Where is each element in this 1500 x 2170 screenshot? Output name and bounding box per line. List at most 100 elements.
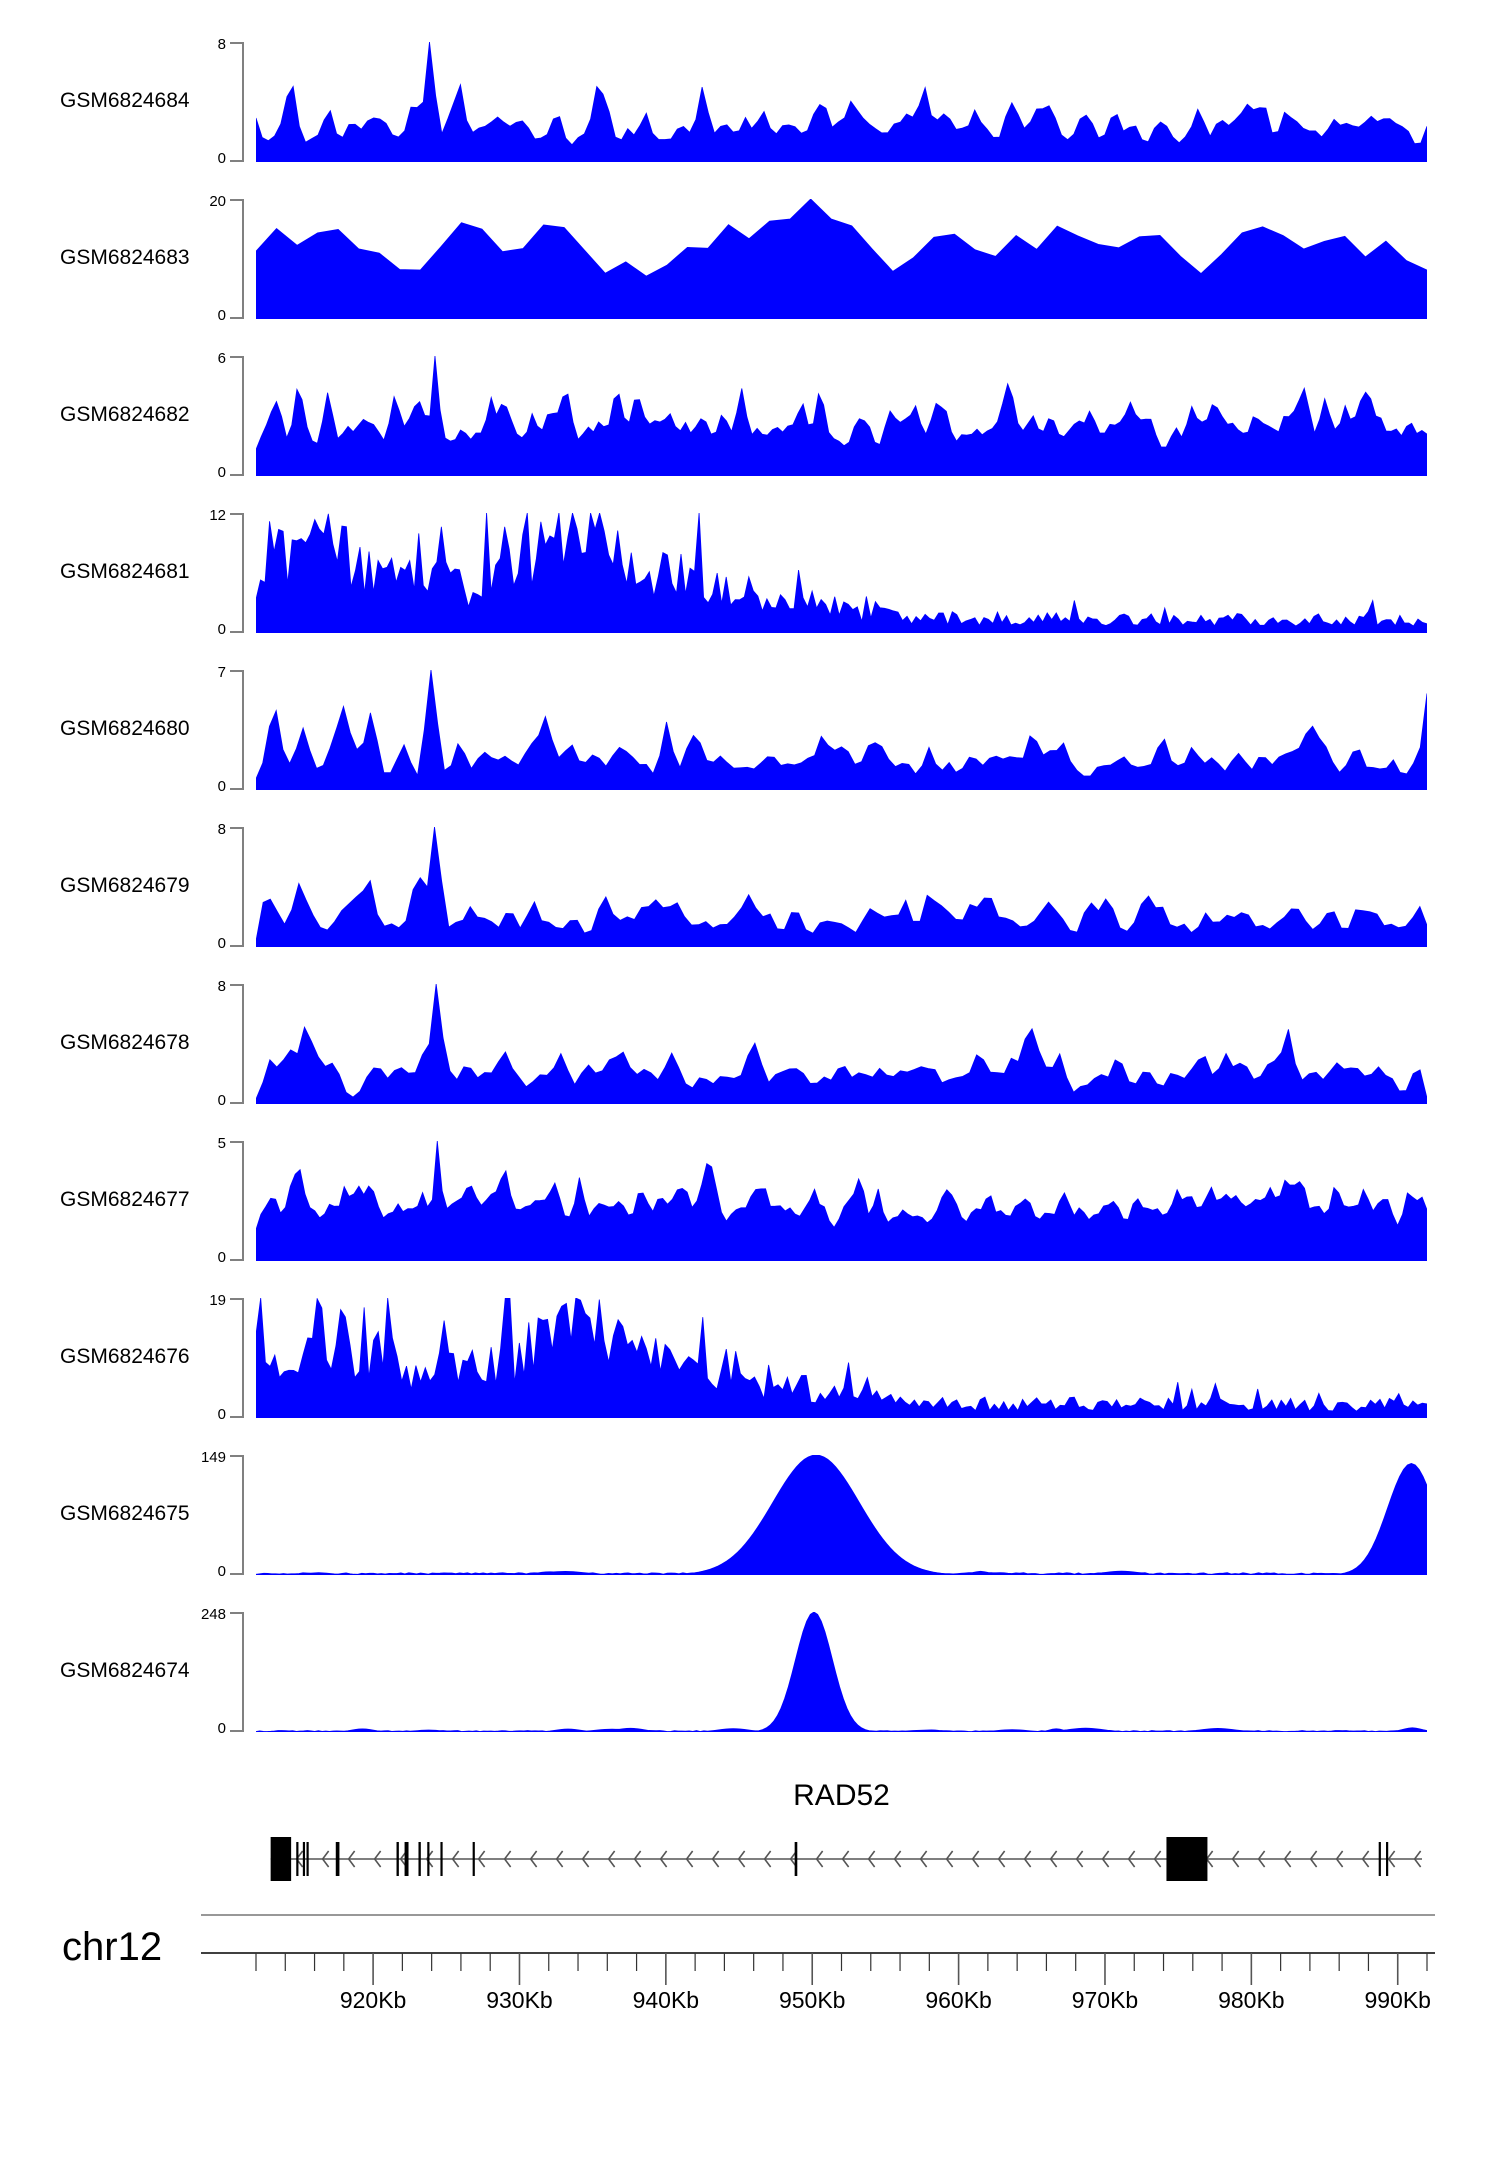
track-label-GSM6824684: GSM6824684 <box>60 89 190 112</box>
strand-arrow-icon <box>451 1850 460 1868</box>
strand-arrow-icon <box>997 1850 1006 1868</box>
strand-arrow-icon <box>945 1850 954 1868</box>
exon-block[interactable] <box>472 1842 475 1876</box>
coord-tick-label: 970Kb <box>1071 1987 1139 2013</box>
coverage-plot-GSM6824684[interactable] <box>256 42 1427 162</box>
y-axis-tick-max <box>230 356 244 358</box>
strand-arrow-icon <box>1413 1850 1422 1868</box>
y-axis-tick-max <box>230 199 244 201</box>
coverage-plot-GSM6824675[interactable] <box>256 1455 1427 1575</box>
y-axis-max-label: 7 <box>217 664 226 681</box>
coord-tick-label: 980Kb <box>1218 1987 1285 2013</box>
strand-arrow-icon <box>1023 1850 1032 1868</box>
exon-block[interactable] <box>302 1842 306 1876</box>
track-label-GSM6824677: GSM6824677 <box>60 1188 190 1211</box>
coverage-area <box>256 513 1427 633</box>
coverage-plot-GSM6824681[interactable] <box>256 513 1427 633</box>
strand-arrow-icon <box>1049 1850 1058 1868</box>
coverage-plot-GSM6824680[interactable] <box>256 670 1427 790</box>
y-axis-tick-max <box>230 1141 244 1143</box>
signal-track-GSM6824675[interactable]: GSM6824675 149 0 <box>0 1450 1500 1579</box>
coverage-plot-GSM6824677[interactable] <box>256 1141 1427 1261</box>
y-axis-tick-min <box>230 474 244 476</box>
y-axis-GSM6824676: 19 0 <box>200 1293 256 1422</box>
strand-arrow-icon <box>477 1850 486 1868</box>
exon-block[interactable] <box>306 1842 309 1876</box>
strand-arrow-icon <box>841 1850 850 1868</box>
strand-arrow-icon <box>1075 1850 1084 1868</box>
gene-annotation-panel[interactable]: RAD52 <box>0 1779 1500 1899</box>
y-axis-line <box>242 1455 244 1575</box>
y-axis-tick-min <box>230 1259 244 1261</box>
exon-block[interactable] <box>427 1842 430 1876</box>
strand-arrow-icon <box>529 1850 538 1868</box>
exon-block[interactable] <box>1166 1837 1208 1881</box>
coverage-plot-GSM6824682[interactable] <box>256 356 1427 476</box>
strand-arrow-icon <box>373 1850 382 1868</box>
signal-track-GSM6824684[interactable]: GSM6824684 8 0 <box>0 37 1500 166</box>
exon-block[interactable] <box>396 1842 399 1876</box>
track-label-GSM6824675: GSM6824675 <box>60 1502 190 1525</box>
signal-track-GSM6824679[interactable]: GSM6824679 8 0 <box>0 822 1500 951</box>
signal-track-GSM6824677[interactable]: GSM6824677 5 0 <box>0 1136 1500 1265</box>
gene-name-label: RAD52 <box>793 1779 890 1812</box>
signal-track-GSM6824682[interactable]: GSM6824682 6 0 <box>0 351 1500 480</box>
y-axis-tick-min <box>230 788 244 790</box>
signal-track-GSM6824680[interactable]: GSM6824680 7 0 <box>0 665 1500 794</box>
exon-block[interactable] <box>335 1842 340 1876</box>
exon-block[interactable] <box>1378 1842 1381 1876</box>
y-axis-tick-max <box>230 513 244 515</box>
strand-arrow-icon <box>1127 1850 1136 1868</box>
strand-arrow-icon <box>1153 1850 1162 1868</box>
track-label-GSM6824678: GSM6824678 <box>60 1031 190 1054</box>
coord-tick-label: 930Kb <box>486 1987 553 2013</box>
coverage-plot-GSM6824683[interactable] <box>256 199 1427 319</box>
exon-block[interactable] <box>270 1837 292 1881</box>
y-axis-tick-max <box>230 1298 244 1300</box>
exon-block[interactable] <box>296 1842 299 1876</box>
exon-block[interactable] <box>440 1842 443 1876</box>
exon-block[interactable] <box>418 1842 421 1876</box>
coverage-plot-GSM6824674[interactable] <box>256 1612 1427 1732</box>
exon-block[interactable] <box>404 1842 409 1876</box>
gene-model-track[interactable] <box>0 1823 1500 1893</box>
y-axis-max-label: 8 <box>217 36 226 53</box>
exon-block[interactable] <box>794 1842 798 1876</box>
strand-arrow-icon <box>607 1850 616 1868</box>
coverage-plot-GSM6824679[interactable] <box>256 827 1427 947</box>
signal-track-GSM6824683[interactable]: GSM6824683 20 0 <box>0 194 1500 323</box>
strand-arrow-icon <box>789 1850 798 1868</box>
y-axis-line <box>242 42 244 162</box>
y-axis-max-label: 19 <box>209 1292 226 1309</box>
coverage-area <box>256 356 1427 476</box>
exon-block[interactable] <box>1386 1842 1389 1876</box>
y-axis-tick-max <box>230 670 244 672</box>
signal-track-GSM6824678[interactable]: GSM6824678 8 0 <box>0 979 1500 1108</box>
track-label-GSM6824682: GSM6824682 <box>60 403 190 426</box>
signal-track-GSM6824676[interactable]: GSM6824676 19 0 <box>0 1293 1500 1422</box>
strand-arrow-icon <box>1387 1850 1396 1868</box>
y-axis-line <box>242 1612 244 1732</box>
y-axis-tick-min <box>230 1416 244 1418</box>
y-axis-tick-max <box>230 827 244 829</box>
coverage-plot-GSM6824678[interactable] <box>256 984 1427 1104</box>
strand-arrow-icon <box>1309 1850 1318 1868</box>
y-axis-min-label: 0 <box>217 1406 226 1423</box>
y-axis-tick-min <box>230 1102 244 1104</box>
y-axis-max-label: 5 <box>217 1135 226 1152</box>
signal-track-GSM6824681[interactable]: GSM6824681 12 0 <box>0 508 1500 637</box>
strand-arrow-icon <box>971 1850 980 1868</box>
signal-track-GSM6824674[interactable]: GSM6824674 248 0 <box>0 1607 1500 1736</box>
coverage-plot-GSM6824676[interactable] <box>256 1298 1427 1418</box>
strand-arrow-icon <box>1283 1850 1292 1868</box>
coord-tick-label: 920Kb <box>339 1987 407 2013</box>
y-axis-line <box>242 1141 244 1261</box>
track-label-GSM6824683: GSM6824683 <box>60 246 190 269</box>
y-axis-min-label: 0 <box>217 1092 226 1109</box>
y-axis-tick-max <box>230 1455 244 1457</box>
coverage-area <box>256 984 1427 1104</box>
